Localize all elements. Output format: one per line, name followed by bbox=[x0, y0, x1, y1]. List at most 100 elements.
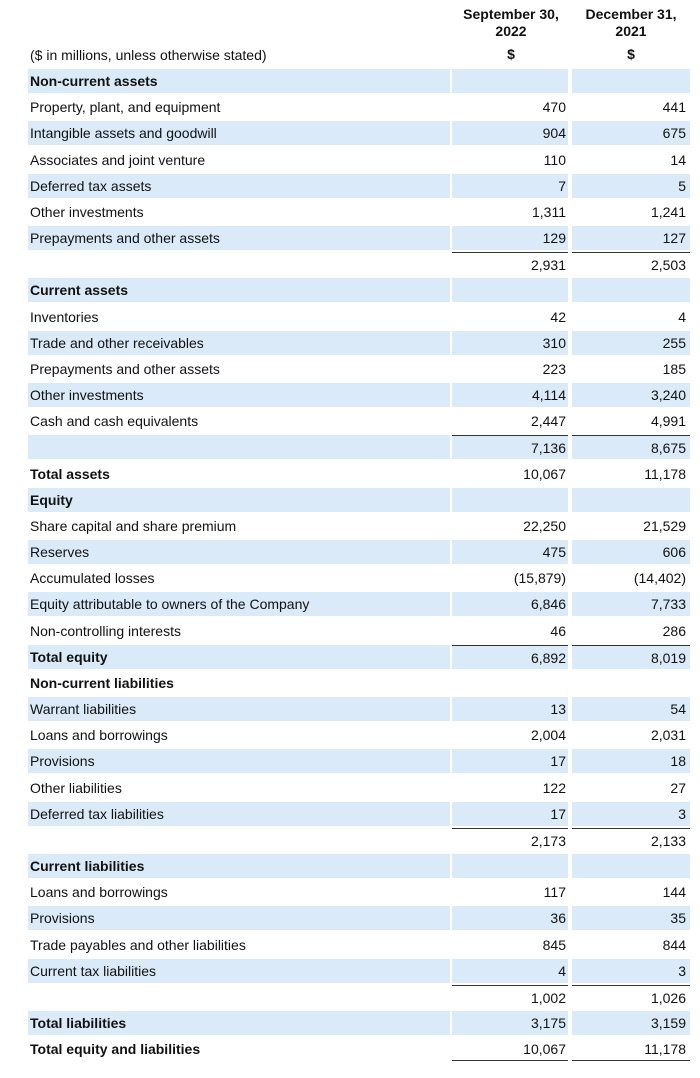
value-cell: 122 bbox=[542, 779, 566, 796]
row-label: Deferred tax assets bbox=[28, 173, 450, 198]
row-label bbox=[28, 252, 450, 276]
value-cell: 42 bbox=[550, 308, 566, 325]
value-cell: 2,447 bbox=[530, 413, 566, 430]
value-cell: 13 bbox=[452, 697, 568, 722]
value-cell: 286 bbox=[662, 622, 686, 639]
row-label: Equity bbox=[28, 487, 450, 512]
value-cell bbox=[452, 487, 568, 512]
value-cell: 17 bbox=[452, 801, 568, 826]
value-cell bbox=[452, 278, 568, 303]
row-label bbox=[28, 828, 450, 852]
row-label: Trade and other receivables bbox=[28, 330, 450, 355]
value-cell: 675 bbox=[572, 121, 690, 146]
value-cell: 2,503 bbox=[572, 252, 690, 276]
value-cell bbox=[572, 854, 690, 879]
row-label: Current tax liabilities bbox=[28, 958, 450, 983]
value-cell: 110 bbox=[543, 151, 566, 168]
row-label: Other investments bbox=[30, 203, 144, 220]
row-label bbox=[28, 985, 450, 1009]
value-cell: 2,931 bbox=[452, 252, 568, 276]
value-cell: 54 bbox=[572, 697, 690, 722]
value-cell: 2,004 bbox=[530, 727, 566, 744]
value-cell: 6,892 bbox=[452, 644, 568, 669]
value-cell: 36 bbox=[452, 906, 568, 931]
unit-note: ($ in millions, unless otherwise stated) bbox=[30, 47, 267, 63]
value-cell bbox=[452, 854, 568, 879]
row-label: Other liabilities bbox=[30, 779, 122, 796]
row-label: Cash and cash equivalents bbox=[30, 413, 199, 430]
currency: $ bbox=[507, 46, 515, 62]
row-label: Current liabilities bbox=[28, 854, 450, 879]
value-cell: 11,178 bbox=[644, 465, 686, 482]
row-label: Total assets bbox=[30, 465, 110, 482]
row-label: Total equity bbox=[28, 644, 450, 669]
row-label: Equity attributable to owners of the Com… bbox=[28, 592, 450, 617]
value-cell: 144 bbox=[662, 884, 686, 901]
value-cell: 2,133 bbox=[572, 827, 690, 852]
row-label: Warrant liabilities bbox=[28, 697, 450, 722]
row-label: Current assets bbox=[28, 278, 450, 303]
value-cell: 129 bbox=[452, 226, 568, 251]
value-cell: 8,019 bbox=[572, 644, 690, 669]
row-label: Inventories bbox=[30, 308, 99, 325]
row-label bbox=[28, 435, 450, 460]
row-label: Loans and borrowings bbox=[30, 727, 168, 744]
value-cell: 1,002 bbox=[452, 984, 568, 1009]
value-cell: 2,031 bbox=[650, 727, 686, 744]
currency: $ bbox=[627, 46, 635, 62]
value-cell: 21,529 bbox=[643, 517, 686, 534]
value-cell: 7 bbox=[452, 173, 568, 198]
row-label: Provisions bbox=[28, 749, 450, 774]
value-cell: 27 bbox=[670, 779, 686, 796]
row-label: Non-controlling interests bbox=[30, 622, 181, 639]
value-cell: 10,067 bbox=[452, 1037, 568, 1062]
row-label: Non-current assets bbox=[28, 69, 450, 93]
value-cell: 4 bbox=[678, 308, 686, 325]
value-cell: 7,136 bbox=[452, 435, 568, 460]
row-label: Trade payables and other liabilities bbox=[30, 936, 246, 953]
value-cell: 4 bbox=[452, 958, 568, 983]
value-cell: 223 bbox=[542, 360, 566, 377]
value-cell: 117 bbox=[543, 884, 566, 901]
value-cell: 3,175 bbox=[452, 1011, 568, 1036]
row-label: Prepayments and other assets bbox=[30, 360, 220, 377]
value-cell: 2,173 bbox=[452, 827, 568, 852]
value-cell: 3 bbox=[572, 801, 690, 826]
value-cell: (14,402) bbox=[633, 570, 686, 587]
column-header: September 30, 2022 bbox=[463, 6, 559, 39]
row-label: Loans and borrowings bbox=[30, 884, 168, 901]
value-cell: 844 bbox=[662, 936, 686, 953]
row-label: Prepayments and other assets bbox=[28, 226, 450, 251]
value-cell: 4,991 bbox=[650, 413, 686, 430]
row-label: Total equity and liabilities bbox=[30, 1041, 201, 1058]
row-label: Provisions bbox=[28, 906, 450, 931]
value-cell: 6,846 bbox=[452, 592, 568, 617]
row-label: Reserves bbox=[28, 540, 450, 565]
column-header: December 31, 2021 bbox=[585, 6, 677, 39]
value-cell: 1,311 bbox=[532, 203, 566, 220]
value-cell: 17 bbox=[452, 749, 568, 774]
value-cell bbox=[572, 69, 690, 93]
value-cell bbox=[572, 671, 690, 695]
value-cell: 1,241 bbox=[650, 203, 686, 220]
row-label: Accumulated losses bbox=[30, 570, 155, 587]
row-label: Intangible assets and goodwill bbox=[28, 121, 450, 146]
value-cell: 4,114 bbox=[452, 383, 568, 408]
value-cell: 606 bbox=[572, 540, 690, 565]
value-cell: 35 bbox=[572, 906, 690, 931]
value-cell: 46 bbox=[550, 622, 566, 639]
value-cell: 3,240 bbox=[572, 383, 690, 408]
value-cell: 1,026 bbox=[572, 984, 690, 1009]
value-cell bbox=[572, 278, 690, 303]
row-label: Total liabilities bbox=[28, 1011, 450, 1036]
value-cell: 10,067 bbox=[523, 465, 566, 482]
row-label: Non-current liabilities bbox=[30, 674, 174, 691]
value-cell: 7,733 bbox=[572, 592, 690, 617]
value-cell: 22,250 bbox=[523, 517, 566, 534]
value-cell: 904 bbox=[452, 121, 568, 146]
value-cell: 5 bbox=[572, 173, 690, 198]
row-label: Share capital and share premium bbox=[30, 517, 237, 534]
value-cell: (15,879) bbox=[513, 570, 566, 587]
value-cell: 14 bbox=[670, 151, 686, 168]
row-label: Property, plant, and equipment bbox=[30, 99, 221, 116]
